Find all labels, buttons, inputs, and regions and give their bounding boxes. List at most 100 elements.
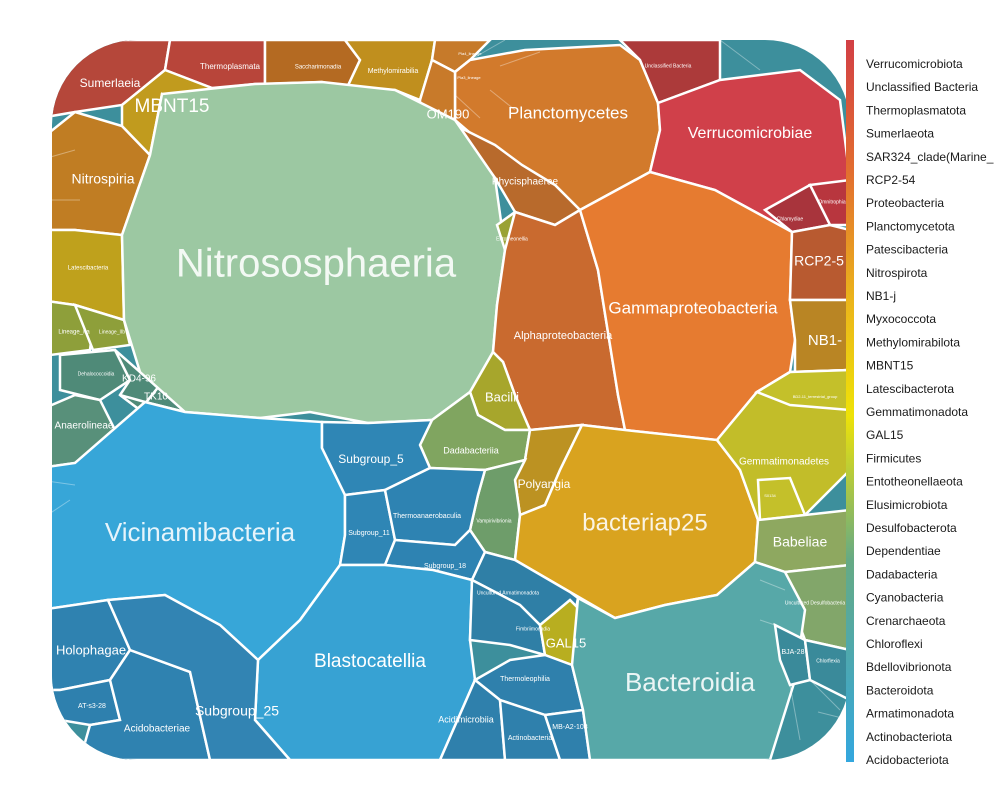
legend-item-armatimonadota: Armatimonadota — [866, 707, 954, 721]
cell-label-tk10: TK10 — [144, 392, 168, 403]
cell-label-latescibacteria: Latescibacteria — [68, 266, 109, 272]
legend-colorbar — [846, 40, 854, 762]
cell-label-mb-a2-108: MB-A2-108 — [552, 724, 588, 731]
legend-item-gemmatimonadota: Gemmatimonadota — [866, 405, 968, 419]
cell-label-vampirivibrionia: Vampirivibrionia — [476, 518, 511, 524]
cell-label-methylomirabilia: Methylomirabilia — [368, 68, 419, 75]
legend-item-latescibacterota: Latescibacterota — [866, 382, 954, 396]
cell-label-gemmatimonadetes: Gemmatimonadetes — [739, 457, 829, 468]
legend-item-entotheonellaeota: Entotheonellaeota — [866, 475, 963, 489]
cell-label-thermoplasmata: Thermoplasmata — [200, 62, 261, 71]
cell-label-chlamydiae: Chlamydiae — [777, 216, 804, 222]
cell-label-bacteriap25: bacteriap25 — [582, 509, 707, 536]
cell-label-nb1: NB1- — [808, 332, 842, 349]
cell-label-blastocatellia: Blastocatellia — [314, 651, 426, 672]
legend-item-gal15: GAL15 — [866, 428, 904, 442]
cell-chlorflexia — [803, 638, 850, 703]
cell-label-pla3-lineage: Pla3_lineage — [457, 75, 481, 80]
cell-label-dadabacteriia: Dadabacteriia — [443, 445, 499, 455]
cell-label-sumerlaeia: Sumerlaeia — [80, 76, 141, 90]
legend-item-bdellovibrionota: Bdellovibrionota — [866, 660, 952, 674]
legend-item-myxococcota: Myxococcota — [866, 312, 936, 326]
cell-label-gal15: GAL15 — [546, 635, 586, 650]
legend-item-elusimicrobiota: Elusimicrobiota — [866, 498, 948, 512]
cell-divider — [719, 40, 761, 71]
cell-label-pla4-lineage: Pla4_lineage — [458, 51, 482, 56]
cell-label-subgroup-25: Subgroup_25 — [195, 703, 279, 719]
cell-label-planctomycetes: Planctomycetes — [508, 103, 628, 122]
cell-subgroup-25 — [106, 593, 293, 760]
legend-item-methylomirabilota: Methylomirabilota — [866, 335, 960, 349]
cell-label-uncultured-armatimonadota: Uncultured Armatimonadota — [477, 590, 539, 596]
cell-label-s0134: S0134 — [764, 493, 776, 498]
cell-divider — [809, 679, 841, 711]
cell-label-kd4-96: KD4-96 — [122, 374, 156, 385]
legend-item-firmicutes: Firmicutes — [866, 451, 921, 465]
cell-bd2-11-terrestrial-group — [754, 368, 850, 412]
legend-item-desulfobacterota: Desulfobacterota — [866, 521, 957, 535]
legend-item-bacteroidota: Bacteroidota — [866, 683, 934, 697]
cell-bacteroidia — [570, 560, 807, 760]
cell-divider — [469, 40, 506, 61]
legend-item-actinobacteriota: Actinobacteriota — [866, 730, 952, 744]
cell-label-unclassified-bacteria: Unclassified Bacteria — [645, 63, 692, 69]
cell-label-phycisphaerae: Phycisphaerae — [492, 177, 559, 188]
cell-label-bja-28: BJA-28 — [782, 649, 805, 656]
cell-divider — [52, 479, 76, 486]
cell-divider — [52, 499, 71, 521]
legend-item-rcp2-54: RCP2-54 — [866, 173, 916, 187]
cell-label-polyangia: Polyangia — [518, 477, 571, 491]
legend-item-dependentiae: Dependentiae — [866, 544, 941, 558]
cell-label-lineage-iia: Lineage_IIa — [58, 330, 90, 336]
cell-label-rcp2-5: RCP2-5 — [794, 253, 844, 269]
cell-label-acidobacteriae: Acidobacteriae — [124, 724, 191, 735]
cell-label-subgroup-18: Subgroup_18 — [424, 563, 466, 570]
cell-label-vicinamibacteria: Vicinamibacteria — [105, 517, 296, 547]
legend-item-mbnt15: MBNT15 — [866, 359, 914, 373]
cell-mb-a2-108 — [543, 708, 592, 760]
legend-item-acidobacteriota: Acidobacteriota — [866, 753, 949, 767]
cell-label-dehalococcoidia: Dehalococcoidia — [78, 371, 115, 377]
cell-dehalococcoidia — [58, 348, 132, 402]
cell-label-alphaproteobacteria: Alphaproteobacteria — [514, 330, 613, 342]
cell-bja-28 — [773, 622, 812, 687]
cell-label-holophagae: Holophagae — [56, 642, 126, 657]
cell-lineage-iib — [72, 303, 132, 352]
legend-item-chloroflexi: Chloroflexi — [866, 637, 923, 651]
cell-label-lineage-iib: Lineage_IIb — [99, 329, 125, 335]
cell-label-saccharimonadia: Saccharimonadia — [295, 65, 342, 71]
legend-item-crenarchaeota: Crenarchaeota — [866, 614, 946, 628]
legend-item-sumerlaeota: Sumerlaeota — [866, 127, 934, 141]
cell-label-nitrospiria: Nitrospiria — [71, 171, 134, 187]
cell-label-bacteroidia: Bacteroidia — [625, 667, 756, 697]
legend-item-sar324-clade-marine: SAR324_clade(Marine_ — [866, 150, 994, 164]
legend-item-nb1-j: NB1-j — [866, 289, 896, 303]
cell-label-acidimicrobiia: Acidimicrobiia — [438, 714, 494, 724]
cell-label-chlorflexia: Chlorflexia — [816, 658, 840, 664]
cell-label-uncultured-desulfobacteria: Uncultured Desulfobacteria — [785, 600, 846, 606]
cell-label-nitrososphaeria: Nitrososphaeria — [176, 242, 457, 286]
legend-item-dadabacteria: Dadabacteria — [866, 567, 938, 581]
cell-label-entotheonellia: Entotheonellia — [496, 236, 528, 242]
cell-divider — [454, 94, 481, 119]
cell-label-babeliae: Babeliae — [773, 534, 828, 550]
cell-label-om190: OM190 — [427, 106, 470, 121]
cell-label-anaerolineae: Anaerolineae — [55, 421, 114, 432]
legend-item-planctomycetota: Planctomycetota — [866, 219, 955, 233]
cell-label-subgroup-11: Subgroup_11 — [348, 530, 390, 537]
cell-divider — [52, 149, 76, 161]
cell-divider — [789, 684, 801, 741]
legend-item-patescibacteria: Patescibacteria — [866, 243, 948, 257]
cell-label-verrucomicrobiae: Verrucomicrobiae — [688, 125, 813, 142]
cell-divider — [759, 619, 776, 626]
legend-item-unclassified-bacteria: Unclassified Bacteria — [866, 80, 978, 94]
cell-label-bd2-11-terrestrial-group: BD2-11_terrestrial_group — [793, 394, 838, 399]
legend-item-verrucomicrobiota: Verrucomicrobiota — [866, 57, 963, 71]
legend-item-nitrospirota: Nitrospirota — [866, 266, 928, 280]
cell-label-mbnt15: MBNT15 — [135, 96, 210, 117]
cell-label-thermoanaerobaculia: Thermoanaerobaculia — [393, 513, 461, 520]
cell-divider — [499, 51, 541, 67]
cell-rcp2-5 — [788, 223, 850, 302]
cell-label-actinobacteria: Actinobacteria — [508, 735, 552, 742]
